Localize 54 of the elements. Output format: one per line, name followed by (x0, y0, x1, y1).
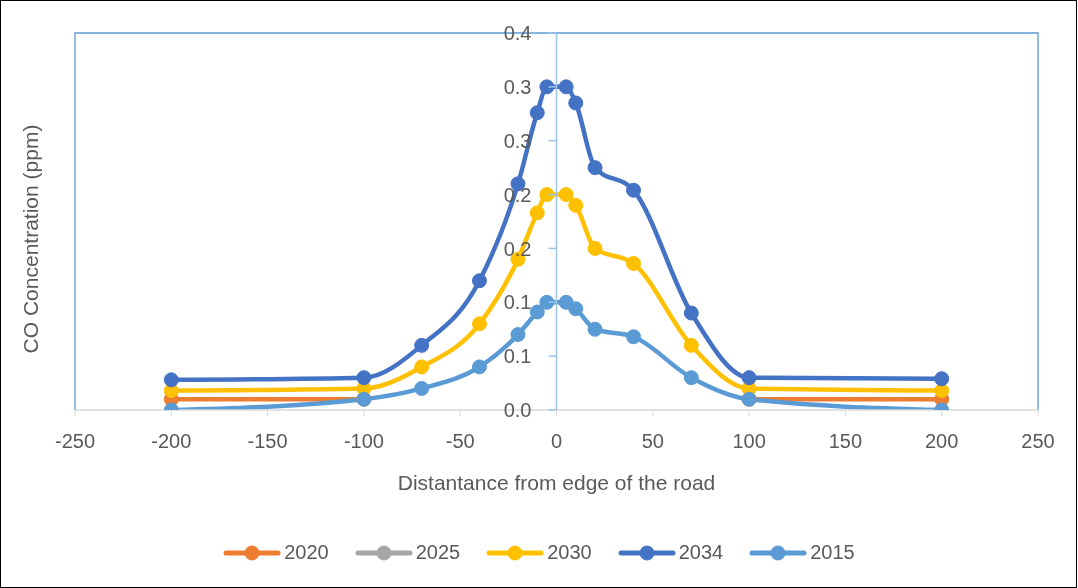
x-tick-label: 250 (1021, 430, 1055, 453)
x-tick-label: -200 (151, 430, 192, 453)
point (471, 359, 487, 375)
legend-label: 2034 (678, 541, 724, 564)
point (539, 294, 555, 310)
point (356, 370, 372, 386)
point (587, 240, 603, 256)
point (626, 329, 642, 345)
point (558, 187, 574, 203)
point (934, 383, 950, 399)
point (539, 187, 555, 203)
point (568, 197, 584, 213)
y-axis-title: CO Concentration (ppm) (18, 124, 42, 354)
point (568, 301, 584, 317)
x-tick-label: 100 (732, 430, 766, 453)
point (510, 327, 526, 343)
legend-label: 2025 (415, 541, 461, 564)
x-tick-label: 50 (641, 430, 664, 453)
point (683, 370, 699, 386)
point (539, 79, 555, 95)
point (529, 205, 545, 221)
y-tick-label: 0.0 (503, 399, 532, 422)
point (934, 371, 950, 387)
y-tick-label: 0.1 (503, 291, 532, 314)
point (587, 321, 603, 337)
x-tick-label: 0 (550, 430, 563, 453)
x-tick-label: -250 (54, 430, 96, 453)
point (683, 305, 699, 321)
point (626, 182, 642, 198)
y-tick-label: 0.3 (503, 75, 532, 98)
point (414, 359, 430, 375)
x-tick-label: 200 (925, 430, 959, 453)
point (529, 105, 545, 121)
point (741, 370, 757, 386)
point (471, 273, 487, 289)
point (471, 316, 487, 332)
legend-label: 2015 (810, 541, 855, 564)
point (529, 304, 545, 320)
y-tick-label: 0.1 (503, 345, 532, 368)
point (587, 160, 603, 176)
point (558, 79, 574, 95)
point (414, 380, 430, 396)
x-tick-label: -150 (247, 430, 288, 453)
point (626, 256, 642, 272)
point (414, 337, 430, 353)
point (568, 95, 584, 111)
x-tick-label: -100 (343, 430, 384, 453)
x-axis-title: Distantance from edge of the road (397, 471, 716, 494)
x-tick-label: 150 (828, 430, 863, 453)
point (683, 337, 699, 353)
legend-label: 2020 (284, 541, 329, 564)
x-tick-label: -50 (445, 430, 475, 453)
point (163, 372, 179, 388)
legend-label: 2030 (547, 541, 592, 564)
